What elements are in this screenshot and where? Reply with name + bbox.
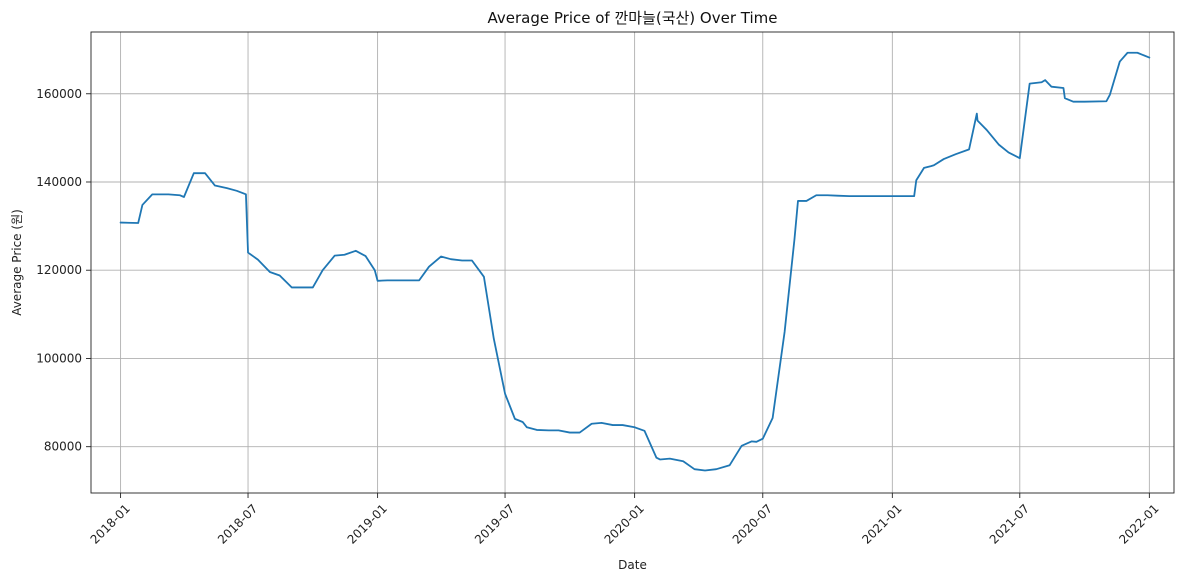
y-axis-ticks: 80000 100000 120000 140000 160000: [36, 87, 91, 454]
x-tick-label: 2018-01: [88, 501, 133, 546]
x-tick-label: 2021-07: [987, 501, 1032, 546]
grid: [91, 32, 1174, 493]
x-tick-label: 2018-07: [215, 501, 260, 546]
chart-title: Average Price of 깐마늘(국산) Over Time: [488, 9, 778, 27]
x-axis-title: Date: [618, 558, 647, 572]
x-tick-label: 2022-01: [1116, 501, 1161, 546]
y-tick-label: 160000: [36, 87, 82, 101]
x-tick-label: 2020-07: [730, 501, 775, 546]
x-tick-label: 2019-07: [472, 501, 517, 546]
x-tick-label: 2019-01: [345, 501, 390, 546]
plot-frame: [90, 31, 1175, 494]
x-tick-label: 2020-01: [602, 501, 647, 546]
x-tick-label: 2021-01: [859, 501, 904, 546]
y-tick-label: 100000: [36, 351, 82, 365]
series-line-0: [119, 51, 1151, 472]
y-tick-label: 80000: [44, 440, 82, 454]
y-tick-label: 120000: [36, 263, 82, 277]
series-layer: [119, 51, 1151, 472]
x-axis-ticks: 2018-01 2018-07 2019-01 2019-07 2020-01 2020-…: [88, 493, 1162, 547]
y-tick-label: 140000: [36, 175, 82, 189]
y-axis-title: Average Price (원): [10, 209, 24, 316]
